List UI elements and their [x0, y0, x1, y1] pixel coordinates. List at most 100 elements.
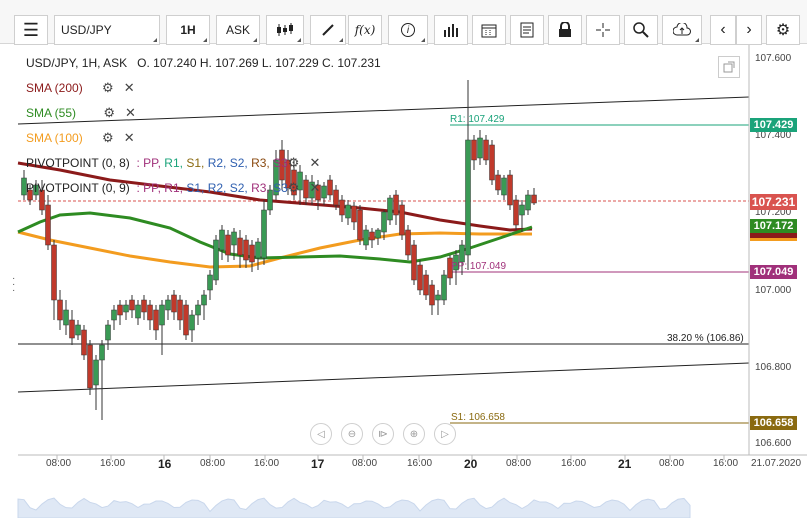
time-label: 17 [311, 457, 325, 471]
candle-body [117, 304, 123, 316]
candle-body [213, 239, 219, 281]
time-label: 16:00 [713, 458, 739, 469]
candle-body [477, 137, 483, 159]
scroll-right-nav-button[interactable]: ▷ [434, 423, 456, 445]
candle-body [237, 237, 243, 256]
candle-body [279, 149, 285, 181]
scroll-right-button[interactable]: › [736, 15, 762, 45]
candle-body [303, 179, 309, 199]
gear-icon[interactable]: ⚙ [102, 130, 114, 145]
expand-icon [723, 61, 735, 73]
volume-button[interactable] [434, 15, 468, 45]
sma55-price-tag: 107.172 [750, 219, 797, 233]
candle-body [435, 294, 441, 301]
info-icon: i [401, 23, 415, 37]
candle-body [63, 309, 69, 326]
pivot-level: S3 [273, 156, 288, 170]
symbol-selector[interactable]: USD/JPY [54, 15, 160, 45]
candle-body [489, 144, 495, 181]
crosshair-button[interactable] [586, 15, 620, 45]
indicators-button[interactable]: f(x) [348, 15, 382, 45]
price-type-selector[interactable]: ASK [216, 15, 260, 45]
indicator-label: SMA (200) [26, 81, 83, 95]
candle-body [291, 169, 297, 196]
candle-body [297, 171, 303, 191]
candle-body [219, 229, 225, 251]
sma100-line [17, 230, 532, 269]
candle-body [177, 299, 183, 321]
close-icon[interactable]: ✕ [125, 105, 136, 120]
drawing-tools-button[interactable] [310, 15, 346, 45]
close-icon[interactable]: ✕ [309, 180, 321, 195]
scroll-left-button[interactable]: ‹ [710, 15, 736, 45]
menu-button[interactable]: ☰ [14, 15, 48, 45]
time-label: 16:00 [407, 458, 433, 469]
resize-handle[interactable]: · · · [12, 273, 16, 296]
candle-body [99, 344, 105, 361]
candle-body [393, 194, 399, 216]
candlestick-icon [277, 23, 293, 36]
calendar-button[interactable] [472, 15, 506, 45]
candle-body [75, 324, 81, 336]
time-label: 16:00 [561, 458, 587, 469]
zoom-button[interactable] [624, 15, 658, 45]
gear-icon[interactable]: ⚙ [287, 180, 300, 195]
zoom-out-nav-button[interactable]: ⊖ [341, 423, 363, 445]
candle-body [27, 189, 33, 201]
candle-body [423, 274, 429, 296]
candle-body [267, 189, 273, 211]
candle-body [471, 139, 477, 161]
timeframe-selector[interactable]: 1H [166, 15, 210, 45]
pivot-level: S2, [229, 181, 248, 195]
info-button[interactable]: i [388, 15, 428, 45]
close-icon[interactable]: ✕ [123, 80, 135, 95]
scroll-left-nav-button[interactable]: ◁ [310, 423, 332, 445]
candle-body [147, 304, 153, 321]
close-icon[interactable]: ✕ [309, 155, 321, 170]
expand-button[interactable] [718, 56, 740, 78]
pp-price-tag: 107.049 [750, 265, 797, 279]
candle-body [51, 244, 57, 301]
indicator-label: PIVOTPOINT (0, 9) [26, 181, 130, 195]
price-tick: 106.800 [755, 362, 792, 373]
gear-icon[interactable]: ⚙ [103, 105, 116, 120]
indicator-sma100[interactable]: SMA (100) ⚙ ✕ [26, 130, 135, 146]
cloud-upload-button[interactable] [662, 15, 702, 45]
candle-body [39, 189, 45, 211]
time-label: 08:00 [506, 458, 532, 469]
gear-icon[interactable]: ⚙ [102, 80, 114, 95]
hamburger-icon: ☰ [22, 19, 40, 40]
indicator-sma55[interactable]: SMA (55) ⚙ ✕ [26, 105, 136, 121]
candle-body [45, 204, 51, 246]
candle-body [231, 231, 237, 246]
candle-body [21, 177, 27, 196]
indicator-sma200[interactable]: SMA (200) ⚙ ✕ [26, 80, 135, 96]
ohlc-legend: USD/JPY, 1H, ASK O. 107.240 H. 107.269 L… [26, 56, 381, 70]
chart-type-button[interactable] [266, 15, 304, 45]
candle-body [81, 329, 87, 356]
gear-icon[interactable]: ⚙ [287, 155, 300, 170]
indicator-pivot-9[interactable]: PIVOTPOINT (0, 9) : PP, R1, S1, R2, S2, … [26, 180, 320, 196]
timeframe-label: 1H [180, 23, 196, 37]
reset-nav-button[interactable]: ⧐ [372, 423, 394, 445]
magnifier-icon [633, 22, 649, 38]
reset-icon: ⧐ [378, 428, 388, 440]
candle-body [171, 294, 177, 313]
candle-body [369, 231, 375, 241]
sma200-line [17, 161, 533, 232]
time-label: 08:00 [352, 458, 378, 469]
settings-button[interactable]: ⚙ [766, 15, 800, 45]
candle-body [327, 179, 333, 196]
lock-button[interactable] [548, 15, 582, 45]
indicator-pivot-8[interactable]: PIVOTPOINT (0, 8) : PP, R1, S1, R2, S2, … [26, 155, 320, 171]
price-tick: 107.400 [755, 130, 792, 141]
pivot-level: S3 [273, 181, 288, 195]
candle-body [483, 139, 489, 161]
candle-body [201, 294, 207, 306]
close-icon[interactable]: ✕ [123, 130, 135, 145]
candle-body [129, 299, 135, 311]
candle-body [351, 205, 357, 223]
zoom-in-nav-button[interactable]: ⊕ [403, 423, 425, 445]
template-button[interactable] [510, 15, 544, 45]
